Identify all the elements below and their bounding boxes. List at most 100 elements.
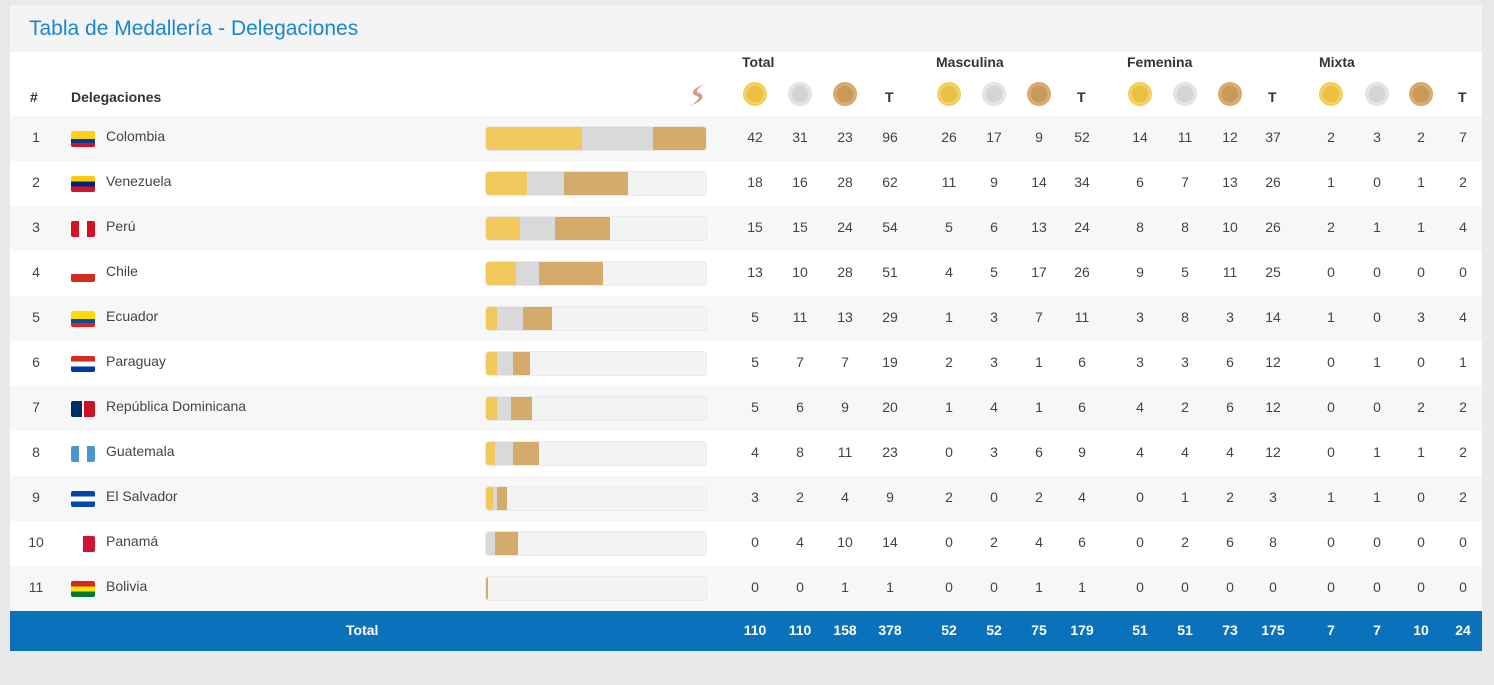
delegation-name[interactable]: El Salvador (106, 488, 178, 504)
table-row[interactable]: 7 República Dominicana 5 6 9 20 1 4 1 6 4 2 6 12 0 0 2… (10, 386, 1482, 431)
medal-count: 2 (1181, 399, 1189, 415)
delegation-name[interactable]: Colombia (106, 128, 166, 144)
rank: 6 (32, 354, 40, 370)
delegation-name[interactable]: Guatemala (106, 443, 175, 459)
medal-count: 0 (1226, 579, 1234, 595)
medal-count: 7 (1459, 129, 1467, 145)
total-count: 73 (1222, 622, 1238, 638)
medal-count: 10 (837, 534, 853, 550)
gold-medal-icon (937, 82, 961, 106)
flag-do-icon (71, 401, 95, 417)
page-title: Tabla de Medallería - Delegaciones (29, 17, 359, 40)
bronze-segment (513, 442, 539, 465)
silver-medal-icon (788, 82, 812, 106)
medal-progress-bar (485, 441, 707, 466)
total-count: 51 (1177, 622, 1193, 638)
delegation-name[interactable]: Paraguay (106, 353, 166, 369)
silver-segment (492, 487, 498, 510)
medal-count: 11 (837, 444, 853, 460)
medal-count: 19 (882, 354, 898, 370)
medal-count: 0 (1459, 534, 1467, 550)
medal-count: 7 (841, 354, 849, 370)
delegation-name[interactable]: Venezuela (106, 173, 172, 189)
table-row[interactable]: 1 Colombia 42 31 23 96 26 17 9 52 14 11 12 37 2 3 2 7 (10, 116, 1482, 161)
medal-count: 0 (1459, 264, 1467, 280)
medal-count: 8 (1136, 219, 1144, 235)
rank: 11 (28, 579, 44, 595)
total-count: 51 (1132, 622, 1148, 638)
medal-count: 6 (1035, 444, 1043, 460)
delegation-header: Delegaciones (71, 89, 162, 105)
medal-count: 31 (792, 129, 808, 145)
medal-count: 6 (1226, 534, 1234, 550)
total-column-header: T (1458, 89, 1467, 105)
medal-count: 62 (882, 174, 898, 190)
medal-count: 2 (1459, 174, 1467, 190)
table-row[interactable]: 8 Guatemala 4 8 11 23 0 3 6 9 4 4 4 12 0 1 1 2 (10, 431, 1482, 476)
medal-count: 3 (1373, 129, 1381, 145)
medal-count: 4 (1136, 399, 1144, 415)
total-row: Total 110 110 158 378 52 52 75 179 51 51 73 175 7 7 10… (10, 611, 1482, 651)
silver-medal-icon (1173, 82, 1197, 106)
medal-count: 0 (1327, 444, 1335, 460)
flag-sv-icon (71, 491, 95, 507)
delegation-name[interactable]: Ecuador (106, 308, 159, 324)
delegation-name[interactable]: Panamá (106, 533, 159, 549)
medal-count: 1 (1327, 489, 1335, 505)
medal-count: 12 (1265, 354, 1281, 370)
total-count: 52 (941, 622, 957, 638)
medal-count: 2 (1417, 129, 1425, 145)
table-row[interactable]: 2 Venezuela 18 16 28 62 11 9 14 34 6 7 13 26 1 0 1 2 (10, 161, 1482, 206)
medal-count: 26 (941, 129, 957, 145)
medal-count: 7 (1181, 174, 1189, 190)
total-count: 179 (1070, 622, 1094, 638)
medal-count: 4 (990, 399, 998, 415)
medal-count: 2 (1459, 489, 1467, 505)
group-header-total: Total (742, 54, 775, 70)
medal-count: 6 (796, 399, 804, 415)
delegation-name[interactable]: Perú (106, 218, 136, 234)
medal-count: 3 (1269, 489, 1277, 505)
gold-segment (486, 262, 516, 285)
medal-count: 6 (1078, 354, 1086, 370)
table-row[interactable]: 10 Panamá 0 4 10 14 0 2 4 6 0 2 6 8 0 0 0 0 (10, 521, 1482, 566)
delegation-name[interactable]: Chile (106, 263, 138, 279)
medal-count: 6 (1078, 399, 1086, 415)
medal-count: 8 (1181, 309, 1189, 325)
medal-count: 1 (1078, 579, 1086, 595)
gold-medal-icon (1319, 82, 1343, 106)
delegation-name[interactable]: República Dominicana (106, 398, 247, 414)
medal-count: 3 (1136, 354, 1144, 370)
total-count: 110 (788, 622, 812, 638)
title-bar: Tabla de Medallería - Delegaciones (10, 5, 1482, 52)
table-row[interactable]: 4 Chile 13 10 28 51 4 5 17 26 9 5 11 25 0 0 0 0 (10, 251, 1482, 296)
medal-count: 9 (841, 399, 849, 415)
medal-count: 11 (1222, 264, 1238, 280)
medal-count: 6 (1078, 534, 1086, 550)
medal-count: 1 (1417, 174, 1425, 190)
table-row[interactable]: 9 El Salvador 3 2 4 9 2 0 2 4 0 1 2 3 1 1 0 2 (10, 476, 1482, 521)
medal-count: 2 (1226, 489, 1234, 505)
medal-count: 4 (796, 534, 804, 550)
medal-count: 0 (1373, 579, 1381, 595)
medal-count: 1 (1181, 489, 1189, 505)
medal-count: 11 (1074, 309, 1090, 325)
medal-count: 18 (747, 174, 763, 190)
table-row[interactable]: 5 Ecuador 5 11 13 29 1 3 7 11 3 8 3 14 1 0 3 4 (10, 296, 1482, 341)
medal-count: 0 (1417, 579, 1425, 595)
medal-count: 4 (1459, 219, 1467, 235)
silver-segment (497, 307, 523, 330)
table-row[interactable]: 6 Paraguay 5 7 7 19 2 3 1 6 3 3 6 12 0 1 0 1 (10, 341, 1482, 386)
medal-count: 1 (1035, 579, 1043, 595)
total-count: 52 (986, 622, 1002, 638)
medal-count: 0 (751, 534, 759, 550)
table-row[interactable]: 3 Perú 15 15 24 54 5 6 13 24 8 8 10 26 2 1 1 4 (10, 206, 1482, 251)
medal-count: 3 (1417, 309, 1425, 325)
medal-count: 1 (1459, 354, 1467, 370)
bronze-medal-icon (1218, 82, 1242, 106)
medal-count: 28 (837, 174, 853, 190)
bronze-medal-icon (833, 82, 857, 106)
rank: 4 (32, 264, 40, 280)
delegation-name[interactable]: Bolivia (106, 578, 148, 594)
